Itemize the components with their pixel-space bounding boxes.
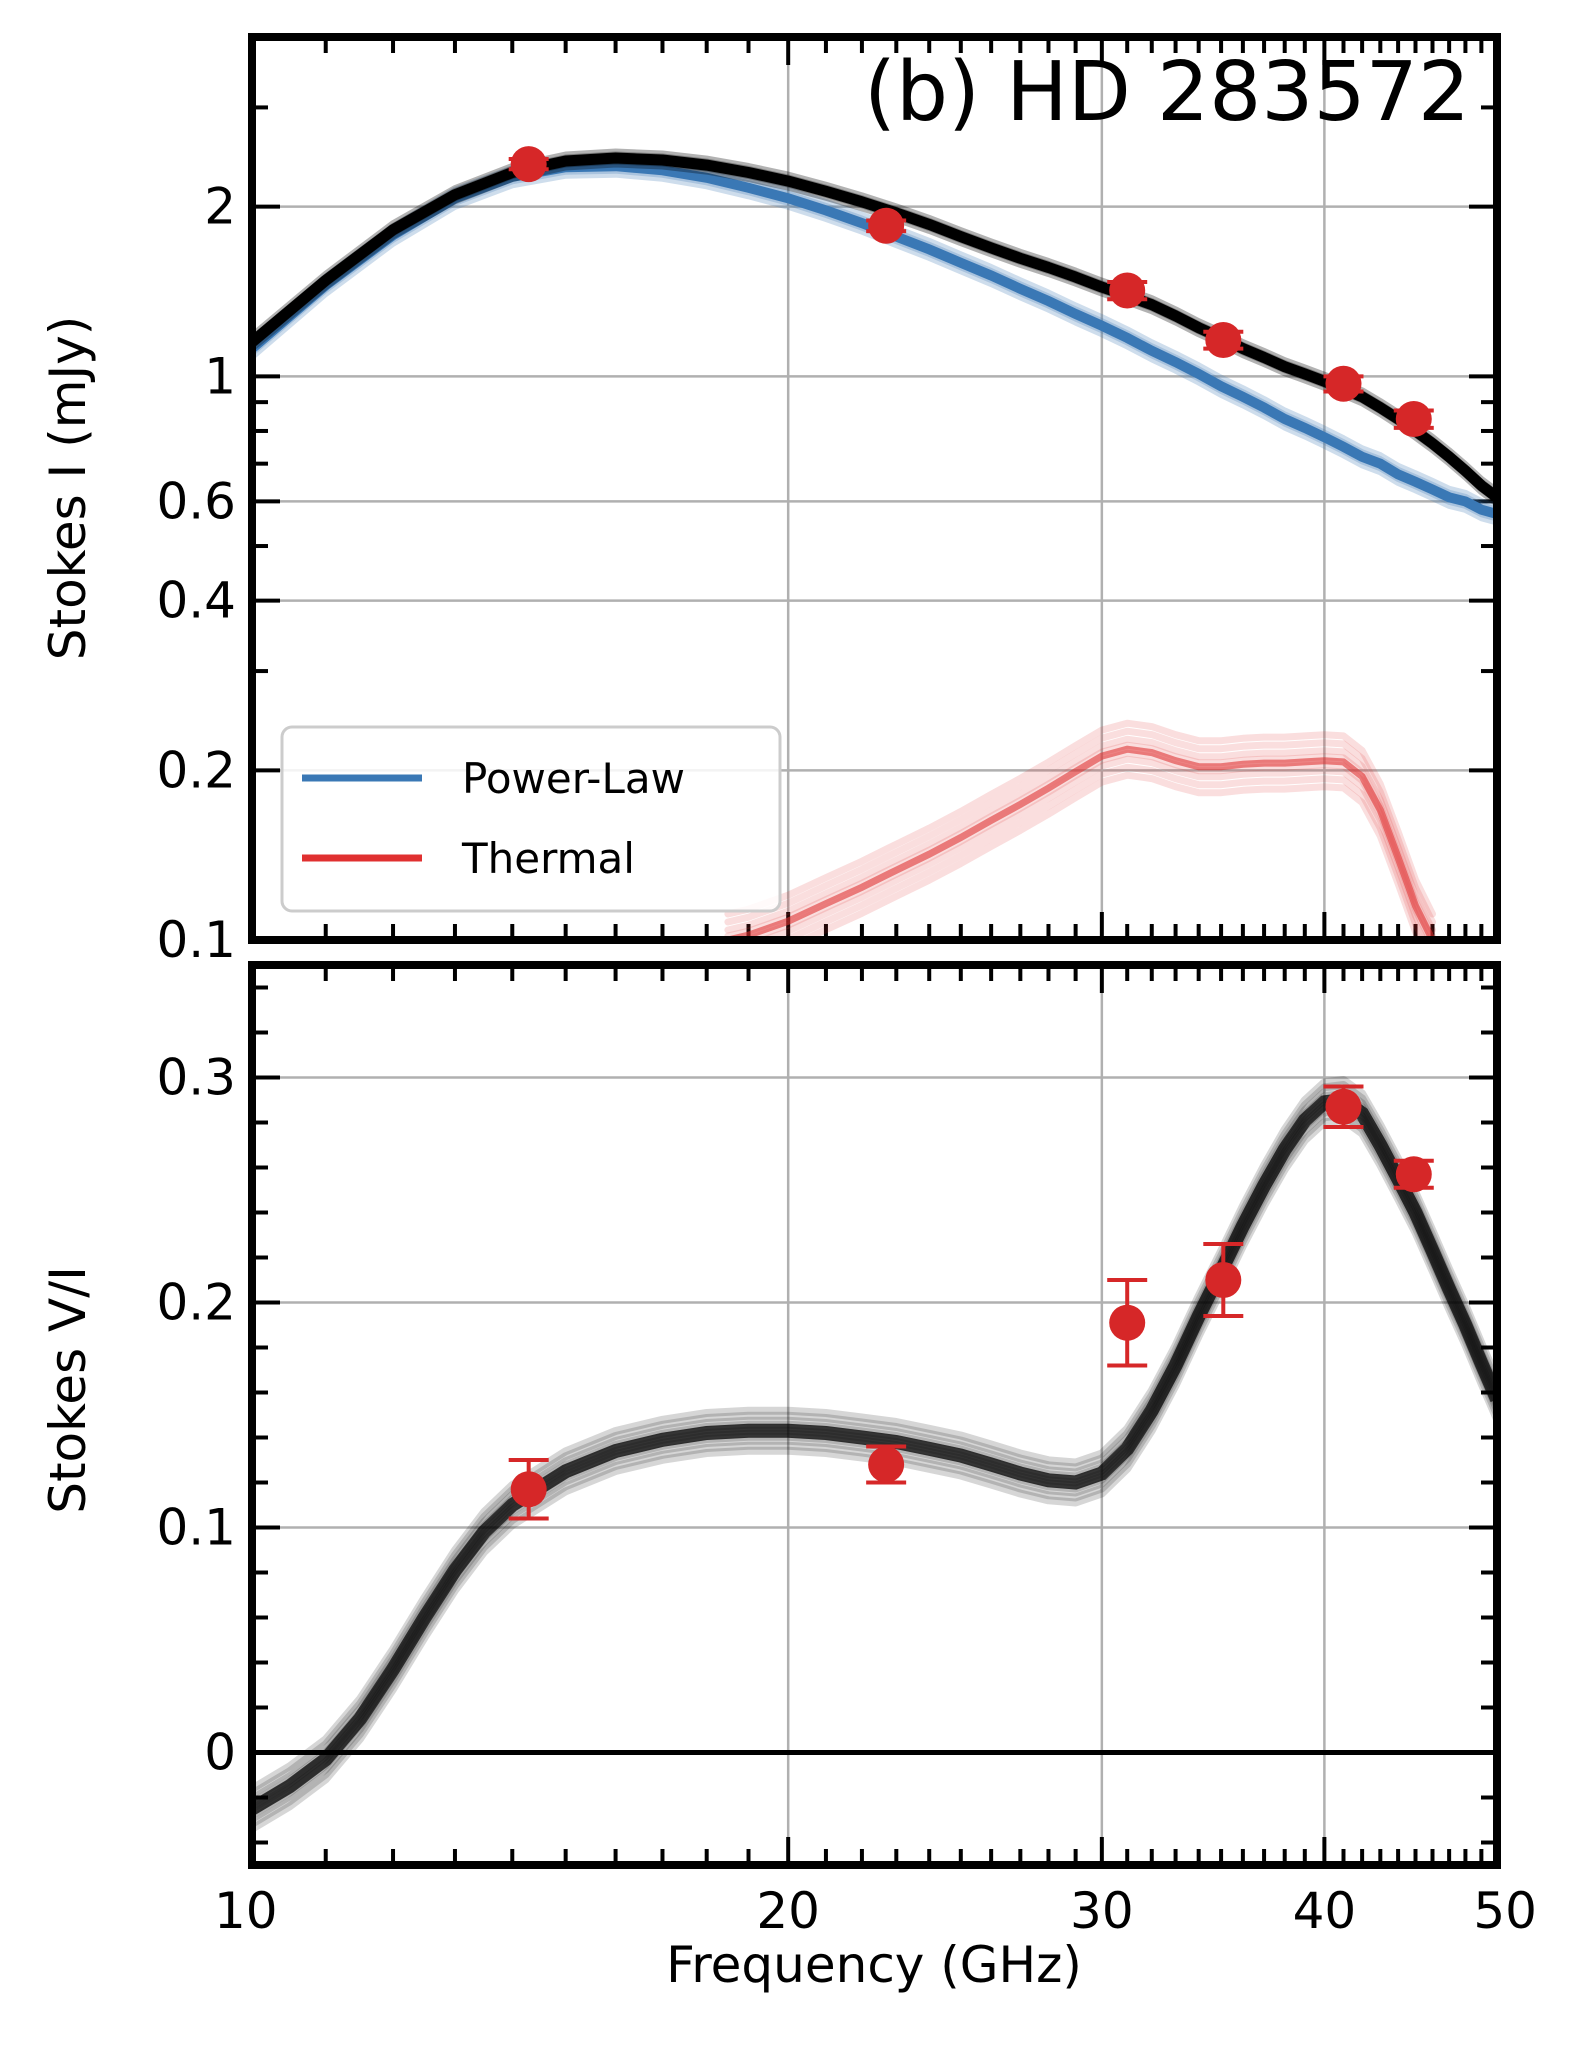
tick-labels: 0.1 0.2 0.4 0.6 1 2 (156, 178, 236, 969)
data-point (1395, 401, 1432, 438)
vi-model-realization (252, 1081, 1497, 1798)
legend-label-thermal: Thermal (461, 834, 635, 883)
stokes-i-panel: 0.1 0.2 0.4 0.6 1 2 Stokes I (mJy) (b) HD 283… (39, 33, 1501, 969)
y-tick-label: 0.6 (156, 472, 236, 530)
data-point (1395, 1156, 1432, 1193)
plot-area (252, 146, 1497, 940)
y-tick-label: 0.3 (156, 1049, 236, 1107)
data-point (868, 1446, 905, 1483)
y-axis-label: Stokes I (mJy) (39, 316, 97, 661)
y-tick-label: 0 (204, 1724, 236, 1782)
legend-label-power-law: Power-Law (462, 754, 685, 803)
vi-model-realization (252, 1111, 1497, 1828)
total-model-line (252, 152, 1497, 502)
data-point (1205, 1262, 1242, 1298)
panel-title: (b) HD 283572 (864, 45, 1470, 140)
data-point (510, 146, 547, 183)
y-tick-label: 1 (204, 347, 236, 405)
legend-box (280, 725, 782, 913)
data-point (1205, 322, 1242, 359)
data-point (1325, 1088, 1362, 1125)
y-tick-label: 0.4 (156, 572, 236, 630)
legend: Power-Law Thermal (280, 725, 782, 913)
power-law-line (252, 161, 1497, 519)
thermal-line (727, 745, 1436, 940)
x-tick-label: 10 (214, 1882, 278, 1940)
y-tick-label: 0.2 (156, 741, 236, 799)
power-law-realization (252, 170, 1497, 526)
thermal-realization (724, 719, 1436, 918)
thermal-realization (775, 763, 1428, 940)
y-axis-label: Stokes V/I (39, 1266, 97, 1514)
thermal-realization (795, 771, 1424, 940)
data-point (868, 207, 905, 244)
plot-area (252, 1076, 1497, 1833)
plot-frame (248, 33, 1501, 944)
thermal-realization (724, 727, 1436, 926)
y-tick-label: 0.1 (156, 911, 236, 969)
data-point (1325, 365, 1362, 402)
thermal-realization (724, 735, 1436, 934)
x-tick-label: 40 (1293, 1882, 1357, 1940)
data-point (1109, 272, 1146, 309)
stokes-vi-panel: 0 0.1 0.2 0.3 10 20 30 40 50 Stokes V/I Frequenc… (39, 961, 1537, 1994)
y-tick-label: 0.2 (156, 1274, 236, 1332)
tick-labels: 0 0.1 0.2 0.3 10 20 30 40 50 (156, 1049, 1537, 1941)
vi-model-realization (252, 1076, 1497, 1793)
data-point (510, 1471, 547, 1508)
vi-model-realization (252, 1116, 1497, 1833)
y-tick-label: 2 (204, 178, 236, 236)
x-tick-label: 50 (1473, 1882, 1537, 1940)
x-tick-label: 20 (756, 1882, 820, 1940)
y-tick-label: 0.1 (156, 1499, 236, 1557)
x-axis-label: Frequency (GHz) (666, 1936, 1082, 1994)
plot-frame (248, 961, 1501, 1869)
data-point (1109, 1304, 1146, 1341)
x-tick-label: 30 (1070, 1882, 1134, 1940)
thermal-realization (752, 755, 1432, 940)
vi-model-line (252, 1092, 1497, 1815)
